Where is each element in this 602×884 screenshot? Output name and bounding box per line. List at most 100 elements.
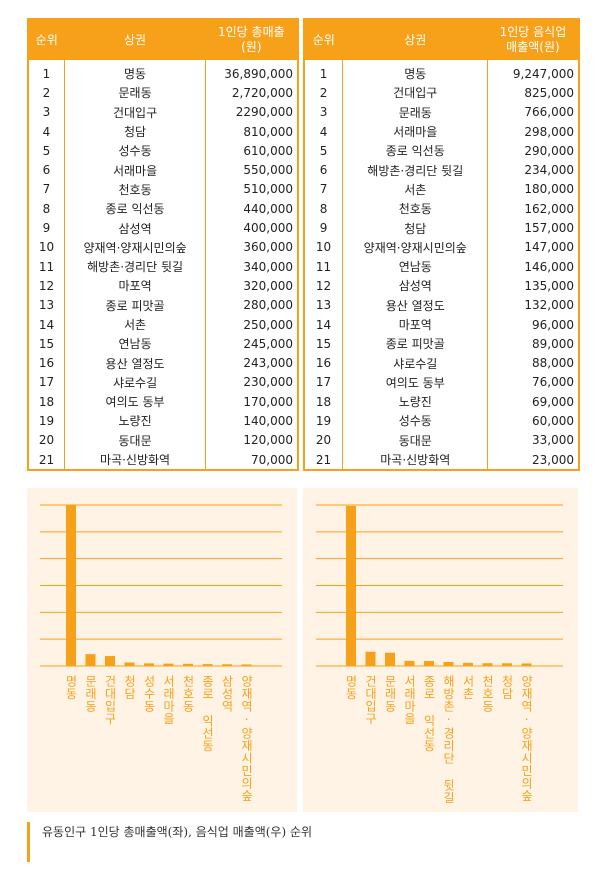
bar [502, 663, 512, 666]
cell: 서촌 [342, 179, 488, 200]
cell: 18 [38, 394, 55, 409]
cell: 11 [315, 259, 332, 274]
row: 17 샤로수길 230,000 [28, 372, 298, 393]
cell: 400,000 [205, 218, 298, 238]
header-cell: 순위 [304, 19, 343, 60]
cell: 10 [315, 240, 332, 255]
cell: 5 [42, 143, 51, 158]
cell: 17 [38, 375, 55, 390]
cell: 서촌 [63, 314, 206, 335]
bar [85, 654, 96, 666]
cell: 147,000 [487, 237, 579, 257]
cell: 노량진 [342, 392, 488, 412]
cell: 성수동 [63, 141, 206, 161]
cell: 21 [315, 452, 332, 467]
header-text: 1인당 총매출(원) [218, 25, 285, 54]
chart-bg [303, 488, 578, 812]
cell: 610,000 [205, 141, 298, 161]
bar [404, 660, 415, 666]
cell: 69,000 [487, 392, 579, 412]
cell: 연남동 [63, 334, 206, 354]
x-tick-label: 명동 [64, 675, 78, 700]
cell: 연남동 [342, 256, 488, 277]
cell: 마곡·신방화역 [63, 449, 206, 471]
cell: 243,000 [205, 353, 298, 373]
header-row: 순위 상권 1인당 총매출(원) [28, 19, 298, 60]
row: 18 여의도 동부 170,000 [28, 392, 298, 412]
cell: 146,000 [487, 256, 579, 277]
cell: 성수동 [342, 411, 488, 431]
cell: 동대문 [342, 430, 488, 450]
x-tick-label: 양재역·양재시민의숲 [520, 675, 534, 802]
cell: 2 [42, 85, 51, 100]
cell: 10 [38, 240, 55, 255]
cell: 9 [319, 221, 328, 236]
header-cell: 상권 [64, 19, 206, 60]
cell: 14 [38, 317, 55, 332]
bar [222, 664, 232, 666]
row: 12 삼성역 135,000 [304, 276, 579, 296]
bar [105, 656, 115, 666]
row: 1 명동 36,890,000 [28, 64, 298, 84]
cell: 문래동 [63, 83, 206, 103]
cell: 234,000 [487, 160, 579, 180]
cell: 8 [42, 201, 51, 216]
x-tick-label: 건대입구 [364, 675, 378, 725]
spacer [304, 60, 579, 64]
row: 13 용산 열정도 132,000 [304, 295, 579, 315]
cell: 180,000 [487, 179, 579, 200]
cell: 135,000 [487, 276, 579, 296]
header-cell: 1인당 음식업 매출액(원) [487, 19, 579, 60]
cell: 2,720,000 [205, 83, 298, 103]
cell: 청담 [63, 121, 206, 142]
cell: 20 [38, 433, 55, 448]
cell: 33,000 [487, 430, 579, 450]
cell: 해방촌·경리단 뒷길 [63, 256, 206, 277]
x-tick-label: 서래마을 [162, 675, 176, 725]
cell: 4 [42, 124, 51, 139]
cell: 종로 피맛골 [63, 295, 206, 315]
cell: 12 [315, 278, 332, 293]
cell: 89,000 [487, 334, 579, 354]
bar [365, 651, 376, 666]
row: 6 해방촌·경리단 뒷길 234,000 [304, 160, 579, 180]
cell: 18 [315, 394, 332, 409]
caption: 유동인구 1인당 총매출액(좌), 음식업 매출액(우) 순위 [27, 822, 312, 862]
cell: 162,000 [487, 199, 579, 219]
header-cell: 순위 [28, 19, 65, 60]
bar [521, 663, 532, 666]
cell: 3 [319, 105, 328, 120]
bar [385, 652, 395, 666]
cell: 서래마을 [63, 160, 206, 180]
cell: 360,000 [205, 237, 298, 257]
cell: 298,000 [487, 121, 579, 142]
row: 20 동대문 33,000 [304, 430, 579, 450]
row: 7 천호동 510,000 [28, 179, 298, 200]
cell: 120,000 [205, 430, 298, 450]
cell: 230,000 [205, 372, 298, 393]
row: 18 노량진 69,000 [304, 392, 579, 412]
cell: 삼성역 [342, 276, 488, 296]
cell: 8 [319, 201, 328, 216]
cell: 132,000 [487, 295, 579, 315]
header-text: 상권 [124, 32, 147, 47]
bar [443, 661, 454, 666]
row: 21 마곡·신방화역 70,000 [28, 449, 298, 471]
header-cell: 1인당 총매출(원) [205, 19, 298, 60]
header-row: 순위 상권 1인당 음식업 매출액(원) [304, 19, 579, 60]
x-tick-label: 청담 [500, 675, 514, 700]
cell: 280,000 [205, 295, 298, 315]
cell: 12 [38, 278, 55, 293]
row: 11 연남동 146,000 [304, 256, 579, 277]
x-tick-label: 명동 [344, 675, 358, 700]
x-tick-label: 양재역·양재시민의숲 [240, 675, 254, 802]
cell: 36,890,000 [205, 64, 298, 84]
cell: 19 [315, 413, 332, 428]
cell: 70,000 [205, 449, 298, 471]
table-right: 순위 상권 1인당 음식업 매출액(원) 1 명동 9,247,000 2 건대입구 825,0… [303, 18, 580, 472]
x-tick-label: 종로 익선동 [422, 675, 436, 752]
cell: 766,000 [487, 102, 579, 122]
caption-text: 유동인구 1인당 총매출액(좌), 음식업 매출액(우) 순위 [42, 825, 313, 839]
cell: 명동 [342, 64, 488, 84]
